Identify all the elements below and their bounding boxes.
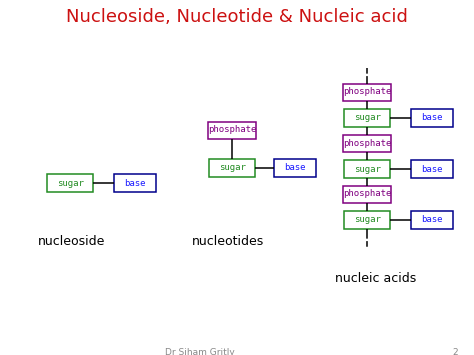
FancyBboxPatch shape bbox=[209, 159, 255, 177]
FancyBboxPatch shape bbox=[411, 211, 453, 229]
Text: phosphate: phosphate bbox=[343, 87, 391, 97]
Text: nucleoside: nucleoside bbox=[38, 235, 105, 248]
FancyBboxPatch shape bbox=[47, 174, 93, 192]
FancyBboxPatch shape bbox=[344, 211, 390, 229]
Text: 2: 2 bbox=[452, 348, 458, 355]
Text: phosphate: phosphate bbox=[343, 138, 391, 147]
Text: base: base bbox=[421, 215, 443, 224]
Text: base: base bbox=[284, 164, 306, 173]
FancyBboxPatch shape bbox=[343, 135, 391, 152]
Text: nucleic acids: nucleic acids bbox=[335, 272, 416, 285]
Text: sugar: sugar bbox=[219, 164, 246, 173]
FancyBboxPatch shape bbox=[274, 159, 316, 177]
Text: sugar: sugar bbox=[354, 114, 381, 122]
Text: Dr Siham Gritly: Dr Siham Gritly bbox=[165, 348, 235, 355]
FancyBboxPatch shape bbox=[343, 83, 391, 100]
Text: phosphate: phosphate bbox=[208, 126, 256, 135]
Text: sugar: sugar bbox=[56, 179, 83, 187]
FancyBboxPatch shape bbox=[411, 160, 453, 178]
FancyBboxPatch shape bbox=[411, 109, 453, 127]
Text: base: base bbox=[124, 179, 146, 187]
FancyBboxPatch shape bbox=[344, 109, 390, 127]
FancyBboxPatch shape bbox=[344, 160, 390, 178]
Text: Nucleoside, Nucleotide & Nucleic acid: Nucleoside, Nucleotide & Nucleic acid bbox=[66, 8, 408, 26]
FancyBboxPatch shape bbox=[343, 186, 391, 202]
Text: base: base bbox=[421, 164, 443, 174]
Text: sugar: sugar bbox=[354, 164, 381, 174]
Text: phosphate: phosphate bbox=[343, 190, 391, 198]
FancyBboxPatch shape bbox=[114, 174, 156, 192]
Text: base: base bbox=[421, 114, 443, 122]
FancyBboxPatch shape bbox=[208, 121, 256, 138]
Text: sugar: sugar bbox=[354, 215, 381, 224]
Text: nucleotides: nucleotides bbox=[192, 235, 264, 248]
